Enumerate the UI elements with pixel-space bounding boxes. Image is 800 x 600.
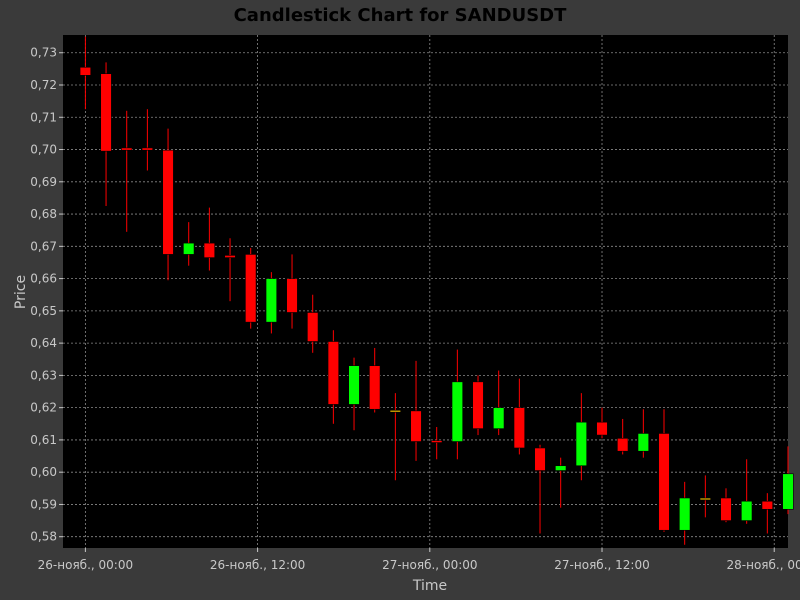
candle <box>493 370 505 436</box>
candle <box>369 347 381 413</box>
y-tick-label: 0,61 <box>30 433 57 447</box>
candle <box>265 272 278 334</box>
candle <box>286 254 298 329</box>
candle-body <box>245 254 257 323</box>
candle-body <box>79 66 92 76</box>
candle-body <box>348 365 360 405</box>
candle <box>679 481 691 545</box>
candle <box>720 488 732 523</box>
plot-area <box>63 35 788 548</box>
candle <box>307 294 319 353</box>
y-tick-label: 0,62 <box>30 401 57 415</box>
candle <box>637 409 649 458</box>
y-axis-ticks: 0,58 0,59 0,60 0,61 0,62 0,63 0,64 0,65 0,66 0,67… <box>30 46 63 544</box>
y-tick-label: 0,67 <box>30 239 57 253</box>
candle <box>699 475 711 518</box>
candle <box>555 457 567 508</box>
x-axis-label: Time <box>412 578 447 594</box>
candle <box>410 360 422 461</box>
candle <box>203 207 216 271</box>
candle <box>79 36 92 110</box>
candle-body <box>555 465 567 471</box>
candle-body <box>741 500 753 521</box>
candle <box>431 427 443 460</box>
y-tick-label: 0,59 <box>30 497 57 511</box>
candle <box>741 459 753 524</box>
x-tick-label: 27-нояб., 12:00 <box>554 558 649 572</box>
candle-body <box>327 341 340 405</box>
candle <box>100 62 112 206</box>
y-tick-label: 0,73 <box>30 46 57 60</box>
candle <box>183 222 195 266</box>
candle-body <box>183 242 195 255</box>
y-tick-label: 0,65 <box>30 304 57 318</box>
y-tick-label: 0,63 <box>30 368 57 382</box>
candle <box>451 349 463 460</box>
y-tick-label: 0,64 <box>30 336 57 350</box>
candle-body <box>699 497 711 501</box>
y-tick-label: 0,66 <box>30 272 57 286</box>
candle-body <box>534 447 546 471</box>
candle-body <box>100 73 112 152</box>
candle-body <box>121 147 133 151</box>
candle <box>162 128 174 281</box>
candle <box>348 357 360 431</box>
x-tick-label: 28-нояб., 00:00 <box>727 558 800 572</box>
candle <box>761 493 773 534</box>
candle <box>121 110 133 232</box>
candle-body <box>782 473 794 510</box>
y-tick-label: 0,70 <box>30 143 57 157</box>
candle-body <box>679 497 691 531</box>
candle-body <box>286 278 298 313</box>
candle <box>224 238 236 302</box>
candle-body <box>431 440 443 443</box>
y-tick-label: 0,58 <box>30 530 57 544</box>
candle <box>513 378 525 455</box>
candle <box>245 247 257 329</box>
y-axis-label: Price <box>13 275 29 309</box>
candle-body <box>265 278 278 323</box>
candle-body <box>575 421 587 467</box>
y-tick-label: 0,71 <box>30 110 57 124</box>
candle <box>327 330 340 424</box>
candle <box>534 444 546 534</box>
y-tick-label: 0,72 <box>30 78 57 92</box>
chart-title: Candlestick Chart for SANDUSDT <box>234 5 568 26</box>
candle-body <box>389 409 402 413</box>
y-tick-label: 0,69 <box>30 175 57 189</box>
candle-body <box>493 407 505 429</box>
candle-body <box>410 410 422 442</box>
x-tick-label: 26-нояб., 00:00 <box>38 558 133 572</box>
x-tick-label: 26-нояб., 12:00 <box>210 558 305 572</box>
candle <box>658 409 670 532</box>
candle-body <box>307 312 319 342</box>
candle-body <box>369 365 381 410</box>
candle-body <box>617 438 629 452</box>
candle <box>596 407 608 439</box>
candle <box>782 446 794 515</box>
candle-body <box>203 242 216 258</box>
candle-series <box>79 36 794 545</box>
y-tick-label: 0,68 <box>30 207 57 221</box>
candle-body <box>472 381 484 429</box>
y-tick-label: 0,60 <box>30 465 57 479</box>
candle-body <box>162 149 174 255</box>
candle-body <box>761 500 773 510</box>
candle-body <box>658 433 670 531</box>
candle <box>575 393 587 481</box>
candle <box>141 109 154 171</box>
candle-body <box>141 147 154 151</box>
candle-body <box>451 381 463 442</box>
candle-body <box>513 407 525 449</box>
candle-body <box>596 421 608 436</box>
x-tick-label: 27-нояб., 00:00 <box>382 558 477 572</box>
x-axis-ticks: 26-нояб., 00:00 26-нояб., 12:00 27-нояб., … <box>38 548 800 572</box>
candle-body <box>720 497 732 521</box>
candle <box>472 375 484 436</box>
candle <box>617 418 629 455</box>
candle-body <box>224 255 236 258</box>
candle <box>389 393 402 481</box>
candle-body <box>637 433 649 452</box>
